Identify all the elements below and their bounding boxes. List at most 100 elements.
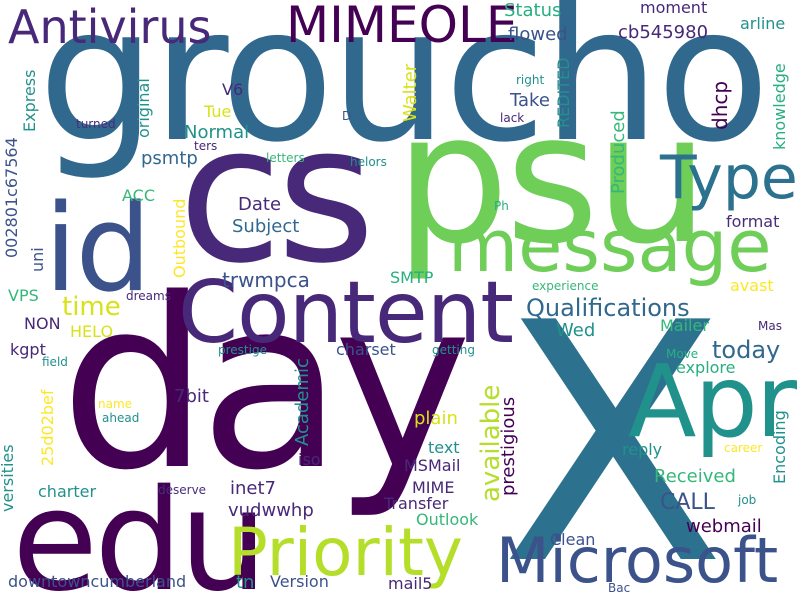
word-turned: turned: [76, 117, 116, 131]
word-avast: avast: [730, 276, 774, 295]
word-text: text: [428, 438, 460, 457]
word-received: Received: [654, 466, 736, 487]
word-version: Version: [270, 572, 329, 591]
word-cs: cs: [178, 84, 375, 305]
word-call: CALL: [660, 490, 715, 515]
word-prestige: prestige: [218, 343, 267, 357]
word-flowed: flowed: [508, 24, 568, 45]
word-career: career: [724, 441, 763, 455]
word-7bit: 7bit: [174, 386, 209, 407]
word-take: Take: [510, 90, 550, 111]
word-msmail: MSMail: [404, 456, 461, 475]
word-tue: Tue: [204, 102, 232, 121]
word-subject: Subject: [232, 216, 300, 237]
word-ph: Ph: [494, 199, 509, 213]
word-mimeole: MIMEOLE: [286, 0, 518, 54]
word-time: time: [62, 292, 121, 322]
word-lack: lack: [500, 111, 525, 125]
word-x: X: [500, 253, 727, 600]
word-reddited: REDITED: [554, 57, 573, 128]
word-explore: explore: [676, 358, 736, 377]
word-edu: edu: [12, 460, 268, 600]
word-right: right: [516, 73, 545, 87]
word-webmail: webmail: [686, 516, 762, 537]
word-dhcp: dhcp: [708, 80, 732, 130]
word-helo: HELO: [70, 322, 114, 341]
word-arline: arline: [740, 14, 786, 33]
word-antivirus: Antivirus: [8, 0, 212, 54]
word-experience: experience: [532, 279, 599, 293]
word-id: id: [44, 180, 152, 319]
word-charset: charset: [336, 340, 396, 359]
word-letters: letters: [266, 151, 305, 165]
word-wed: Wed: [556, 320, 596, 341]
word-date: Date: [238, 194, 282, 215]
word-academic: Academic: [292, 358, 313, 446]
word-outlook: Outlook: [416, 510, 479, 529]
word-qualifications: Qualifications: [526, 294, 690, 322]
word-mime: MIME: [412, 478, 455, 497]
word-walter: Walter: [400, 63, 421, 122]
word-vudwwhp: vudwwhp: [228, 500, 314, 521]
word-apr: Apr: [628, 343, 797, 460]
word-moment: moment: [640, 0, 708, 17]
word-getting: getting: [432, 343, 475, 357]
word-psu: psu: [395, 75, 709, 284]
word-reply: reply: [622, 440, 663, 459]
word-move: Move: [666, 347, 699, 361]
word-vps: VPS: [8, 286, 39, 305]
word-charter: charter: [38, 482, 97, 501]
word-dreams: dreams: [126, 289, 171, 303]
word-acc: ACC: [122, 186, 156, 205]
word-produced: Produced: [608, 110, 629, 194]
word-name: name: [98, 397, 133, 411]
word-job: job: [738, 493, 757, 507]
word-message: message: [448, 204, 772, 288]
word-microsoft: Microsoft: [496, 524, 779, 597]
word-iso: iso: [298, 450, 321, 469]
word-today: today: [712, 336, 781, 364]
word-downtown: downtowncumberland: [8, 572, 187, 591]
word-outbound: Outbound: [170, 198, 189, 278]
word-kgpt: kgpt: [10, 340, 46, 359]
word-non: NON: [24, 314, 61, 333]
word-field: field: [42, 355, 68, 369]
word-day: day: [60, 249, 472, 522]
word-psmtp: psmtp: [141, 148, 198, 169]
word-type: Type: [660, 143, 798, 213]
word-mailer: Mailer: [660, 316, 709, 335]
word-mas: Mas: [758, 319, 782, 333]
word-bac: Bac: [608, 581, 631, 595]
word-normal: Normal: [184, 122, 250, 143]
word-ahead: ahead: [102, 411, 140, 425]
word-prestigious: prestigious: [498, 396, 519, 496]
word-transfer: Transfer: [384, 494, 449, 513]
word-clean: Clean: [550, 530, 596, 549]
word-groucho: groucho: [38, 0, 770, 183]
word-ters: ters: [194, 139, 218, 153]
word-plain: plain: [414, 408, 458, 429]
word-v6: V6: [222, 80, 244, 99]
word-tn: tn: [236, 572, 255, 593]
word-smtp: SMTP: [390, 268, 434, 287]
word-uni: uni: [28, 247, 47, 272]
word-deserve: deserve: [158, 483, 207, 497]
word-status: Status: [504, 0, 562, 21]
word-format: format: [726, 212, 780, 231]
word-trwmpca: trwmpca: [222, 268, 310, 292]
word-encoding: Encoding: [770, 410, 789, 484]
word-knowledge: knowledge: [770, 63, 789, 150]
word-hash: 25d02bef: [38, 389, 57, 466]
word-helors: helors: [350, 155, 387, 169]
word-content: Content: [178, 263, 514, 363]
word-inet7: inet7: [230, 478, 276, 499]
word-mail5: mail5: [388, 574, 433, 593]
word-priority: Priority: [228, 514, 463, 591]
word-original: original: [134, 78, 153, 138]
word-cb545980: cb545980: [618, 22, 709, 43]
word-express: Express: [20, 69, 39, 132]
word-versities: versities: [0, 444, 17, 512]
word-hex-id: 002801c67564: [2, 137, 21, 258]
word-d: D: [342, 109, 352, 123]
